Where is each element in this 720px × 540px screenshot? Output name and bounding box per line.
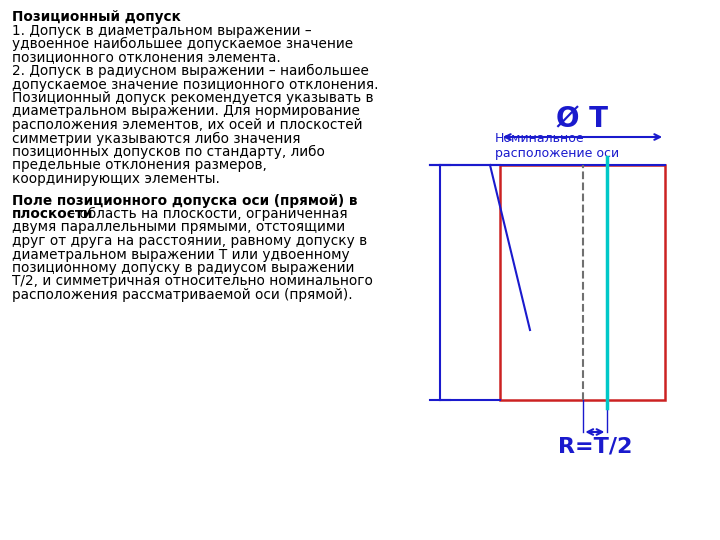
Text: R=T/2: R=T/2	[558, 436, 632, 456]
Text: симметрии указываются либо значения: симметрии указываются либо значения	[12, 132, 300, 146]
Text: позиционного отклонения элемента.: позиционного отклонения элемента.	[12, 51, 281, 64]
Text: – область на плоскости, ограниченная: – область на плоскости, ограниченная	[64, 207, 348, 221]
Text: удвоенное наибольшее допускаемое значение: удвоенное наибольшее допускаемое значени…	[12, 37, 353, 51]
Text: друг от друга на расстоянии, равному допуску в: друг от друга на расстоянии, равному доп…	[12, 234, 367, 248]
Bar	[500, 165, 665, 400]
Text: Номинальное
расположение оси: Номинальное расположение оси	[495, 132, 619, 160]
Text: допускаемое значение позиционного отклонения.: допускаемое значение позиционного отклон…	[12, 78, 379, 91]
Text: 1. Допуск в диаметральном выражении –: 1. Допуск в диаметральном выражении –	[12, 24, 312, 37]
Text: двумя параллельными прямыми, отстоящими: двумя параллельными прямыми, отстоящими	[12, 220, 345, 234]
Text: координирующих элементы.: координирующих элементы.	[12, 172, 220, 186]
Text: Т/2, и симметричная относительно номинального: Т/2, и симметричная относительно номинал…	[12, 274, 373, 288]
Text: расположения рассматриваемой оси (прямой).: расположения рассматриваемой оси (прямой…	[12, 288, 353, 302]
Text: Позиционный допуск: Позиционный допуск	[12, 10, 181, 24]
Text: Позиционный допуск рекомендуется указывать в: Позиционный допуск рекомендуется указыва…	[12, 91, 374, 105]
Text: позиционному допуску в радиусом выражении: позиционному допуску в радиусом выражени…	[12, 261, 354, 275]
Text: диаметральном выражении Т или удвоенному: диаметральном выражении Т или удвоенному	[12, 247, 350, 261]
Text: предельные отклонения размеров,: предельные отклонения размеров,	[12, 159, 267, 172]
Text: позиционных допусков по стандарту, либо: позиционных допусков по стандарту, либо	[12, 145, 325, 159]
Text: плоскости: плоскости	[12, 207, 94, 221]
Text: Ø T: Ø T	[557, 105, 608, 133]
Text: расположения элементов, их осей и плоскостей: расположения элементов, их осей и плоско…	[12, 118, 362, 132]
Text: 2. Допуск в радиусном выражении – наибольшее: 2. Допуск в радиусном выражении – наибол…	[12, 64, 369, 78]
Text: Поле позиционного допуска оси (прямой) в: Поле позиционного допуска оси (прямой) в	[12, 193, 358, 207]
Text: диаметральном выражении. Для нормирование: диаметральном выражении. Для нормировани…	[12, 105, 360, 118]
